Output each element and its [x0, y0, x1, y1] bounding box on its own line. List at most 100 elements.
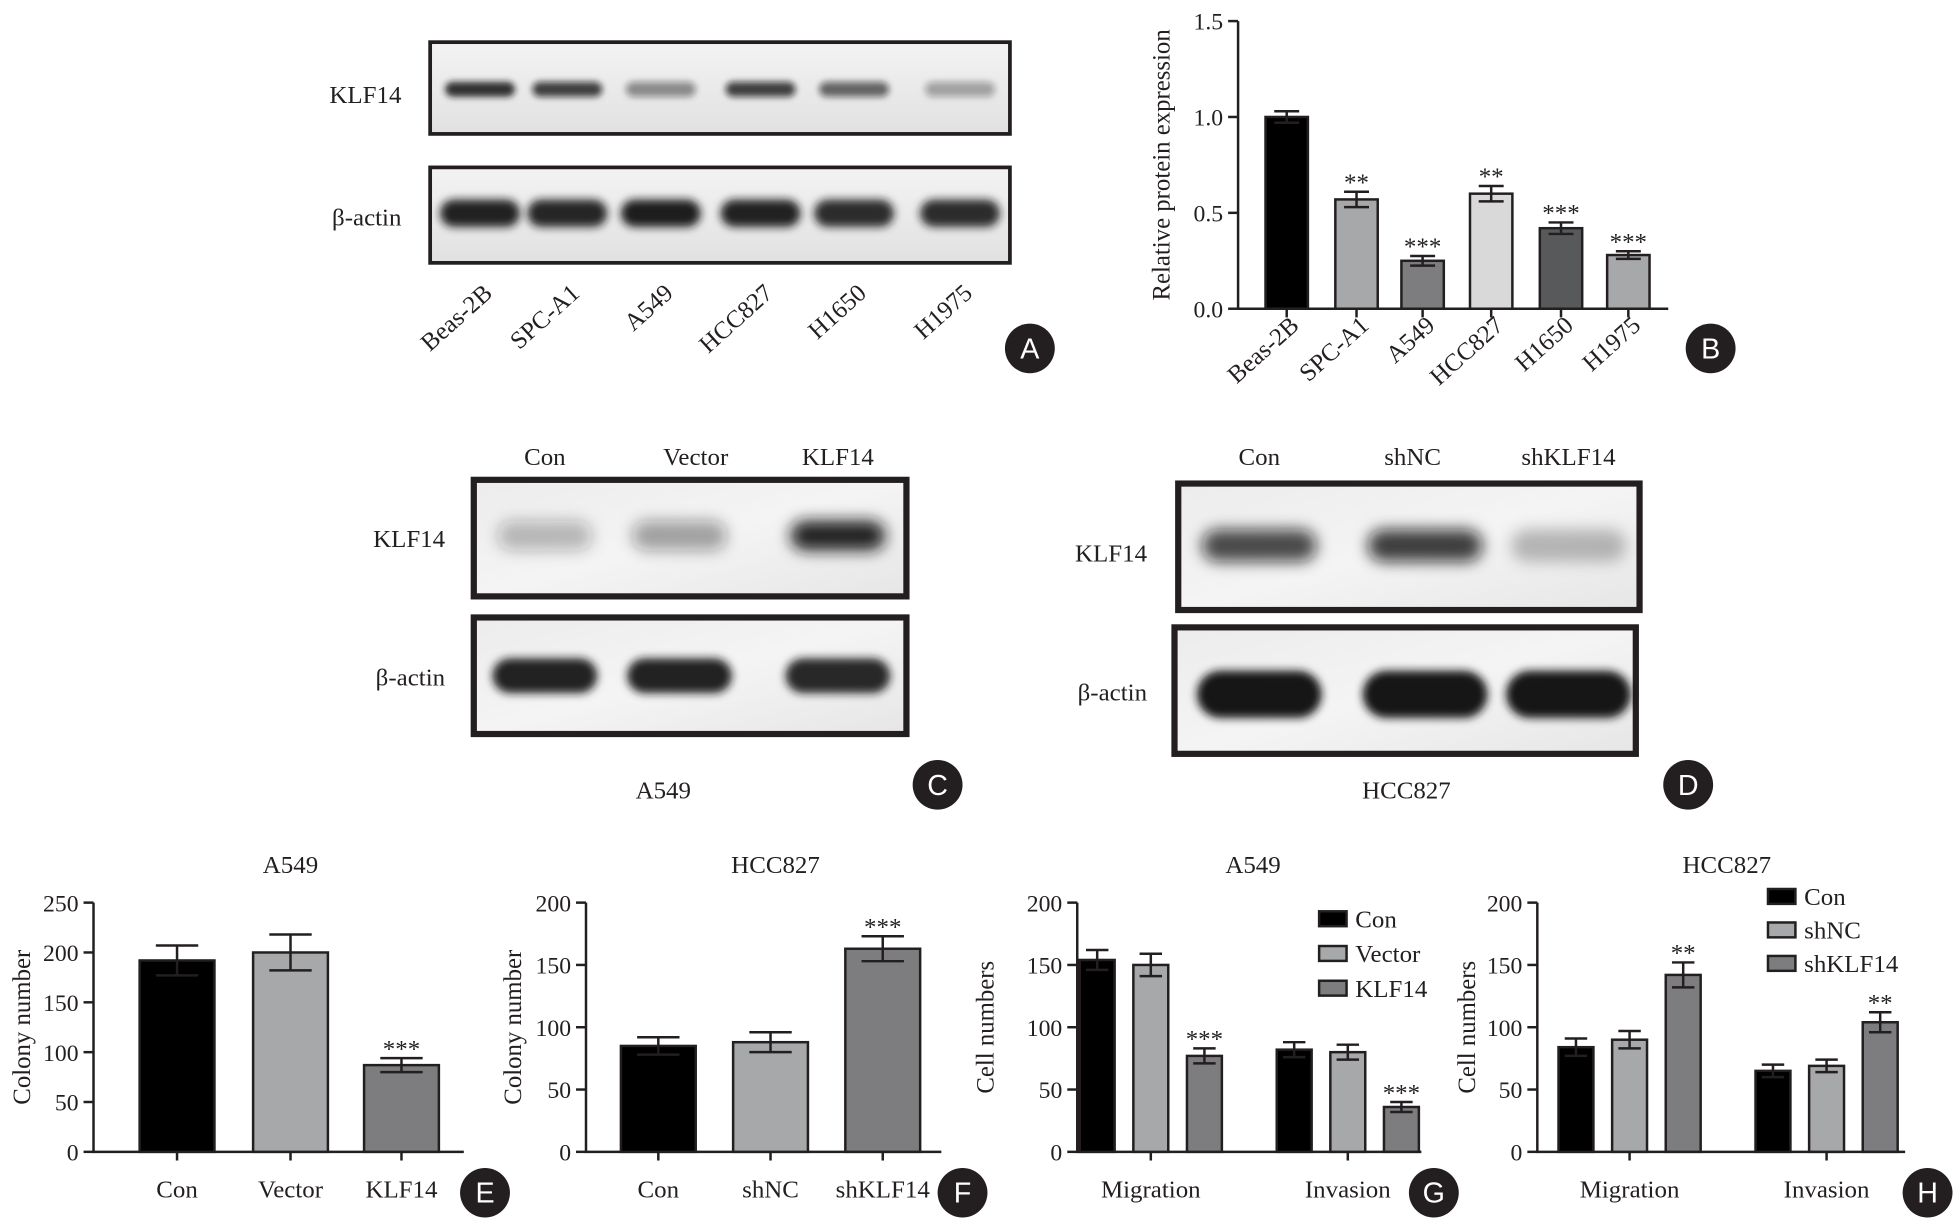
legend-label: KLF14: [1355, 976, 1428, 1003]
category-label: SPC-A1: [1294, 312, 1374, 387]
klf14-band: [632, 520, 727, 551]
beta-actin-band: [440, 199, 520, 227]
beta-actin-band: [814, 199, 894, 227]
category-label: KLF14: [365, 1177, 438, 1204]
significance-label: ***: [864, 914, 901, 941]
panel-label-text: D: [1678, 770, 1699, 802]
panel-label-badge: [937, 1167, 988, 1218]
bar: [1664, 973, 1702, 1154]
category-label: shKLF14: [836, 1177, 931, 1204]
y-tick-label: 50: [55, 1091, 79, 1117]
band-layer: [440, 81, 1000, 227]
panel-e-bar-chart: 0 50 100 150 200 250 Colony number A549 Con Vecto…: [9, 852, 464, 1204]
error-bar: [1085, 948, 1109, 972]
error-bar: [380, 1056, 423, 1074]
y-tick-label: 200: [1027, 891, 1063, 917]
panel-label-text: H: [1917, 1178, 1938, 1210]
klf14-band: [925, 81, 995, 97]
bar: [844, 947, 922, 1154]
y-tick-label: 0.0: [1194, 297, 1224, 323]
klf14-band: [445, 81, 515, 97]
panel-label-text: A: [1020, 333, 1039, 365]
error-bar: [1615, 249, 1641, 261]
klf14-band: [1511, 529, 1626, 562]
y-tick-label: 100: [1487, 1016, 1523, 1042]
error-bar: [1478, 184, 1504, 203]
panel-label-a: A: [1004, 323, 1055, 374]
panel-g-grouped-bar-chart: 0 50 100 150 200 Cell numbers A549 Migration ***…: [973, 852, 1428, 1204]
legend-swatch: [1317, 979, 1348, 997]
category-label: Invasion: [1305, 1177, 1391, 1204]
category-label: Con: [638, 1177, 680, 1204]
y-tick-label: 1.5: [1194, 10, 1224, 36]
klf14-band: [497, 520, 593, 551]
bar: [1132, 963, 1170, 1154]
y-axis-label: Colony number: [9, 949, 36, 1105]
beta-actin-band: [492, 658, 598, 694]
row-label-klf14: KLF14: [329, 82, 402, 109]
category-label: Invasion: [1784, 1177, 1870, 1204]
y-tick-label: 50: [1039, 1078, 1063, 1104]
beta-actin-band: [785, 658, 891, 694]
bar: [362, 1063, 441, 1154]
y-tick-label: 150: [1487, 954, 1523, 980]
legend-swatch: [1766, 954, 1797, 973]
bar: [1861, 1021, 1899, 1154]
error-bar: [1761, 1063, 1785, 1079]
y-axis-label: Cell numbers: [1454, 961, 1481, 1094]
bar: [1400, 259, 1446, 310]
error-bar: [1344, 190, 1369, 209]
y-tick-label: 0: [1050, 1141, 1062, 1167]
significance-label: ***: [1383, 1080, 1420, 1107]
lane-label: shKLF14: [1521, 444, 1616, 471]
y-tick-label: 200: [1487, 891, 1523, 917]
significance-label: **: [1344, 170, 1369, 197]
category-label: shNC: [742, 1177, 799, 1204]
panel-label-b: B: [1685, 323, 1736, 374]
panel-f-bar-chart: 0 50 100 150 200 Colony number HCC827 Con shNC sh…: [500, 852, 942, 1204]
y-tick-label: 100: [536, 1016, 572, 1042]
chart-title: HCC827: [1683, 852, 1772, 879]
beta-actin-band: [720, 199, 801, 227]
significance-label: ***: [1404, 234, 1441, 261]
bar: [1334, 198, 1379, 310]
category-label: Beas-2B: [1223, 312, 1305, 389]
klf14-band: [625, 81, 696, 97]
y-tick-label: 150: [536, 954, 572, 980]
bar: [1538, 226, 1584, 310]
lane-label: H1650: [803, 280, 872, 345]
y-tick-label: 100: [1027, 1016, 1063, 1042]
panel-label-badge: [912, 760, 963, 810]
panel-label-badge: [1408, 1167, 1459, 1218]
y-tick-label: 0: [1511, 1141, 1523, 1167]
y-axis-label: Cell numbers: [973, 961, 1000, 1094]
lane-label: A549: [619, 280, 678, 337]
error-bar: [1618, 1029, 1641, 1050]
significance-label: **: [1479, 164, 1504, 191]
bar: [1468, 192, 1514, 310]
panel-label-text: C: [927, 770, 948, 802]
lane-label: HCC827: [694, 280, 778, 359]
panel-label-badge: [1685, 323, 1736, 374]
error-bar: [1564, 1037, 1588, 1058]
panel-label-badge: [1004, 323, 1055, 374]
klf14-blot-strip: [428, 40, 1012, 136]
legend-label: Vector: [1355, 941, 1421, 968]
category-label: A549: [1381, 312, 1440, 369]
beta-actin-band: [627, 658, 732, 694]
klf14-band: [790, 520, 886, 551]
significance-label: **: [1671, 940, 1696, 967]
error-bar: [1410, 254, 1436, 267]
lane-label: shNC: [1384, 444, 1441, 471]
panel-h-grouped-bar-chart: 0 50 100 150 200 Cell numbers HCC827 Migration *…: [1454, 852, 1906, 1204]
error-bar: [1139, 952, 1163, 978]
panel-label-text: G: [1423, 1178, 1445, 1210]
bar: [1807, 1064, 1846, 1154]
y-tick-label: 0: [67, 1141, 79, 1167]
bar: [1078, 958, 1116, 1154]
band-layer: [492, 520, 891, 694]
chart-title: A549: [263, 852, 318, 879]
row-label-klf14: KLF14: [1075, 541, 1148, 568]
cell-line-label: A549: [636, 778, 691, 805]
